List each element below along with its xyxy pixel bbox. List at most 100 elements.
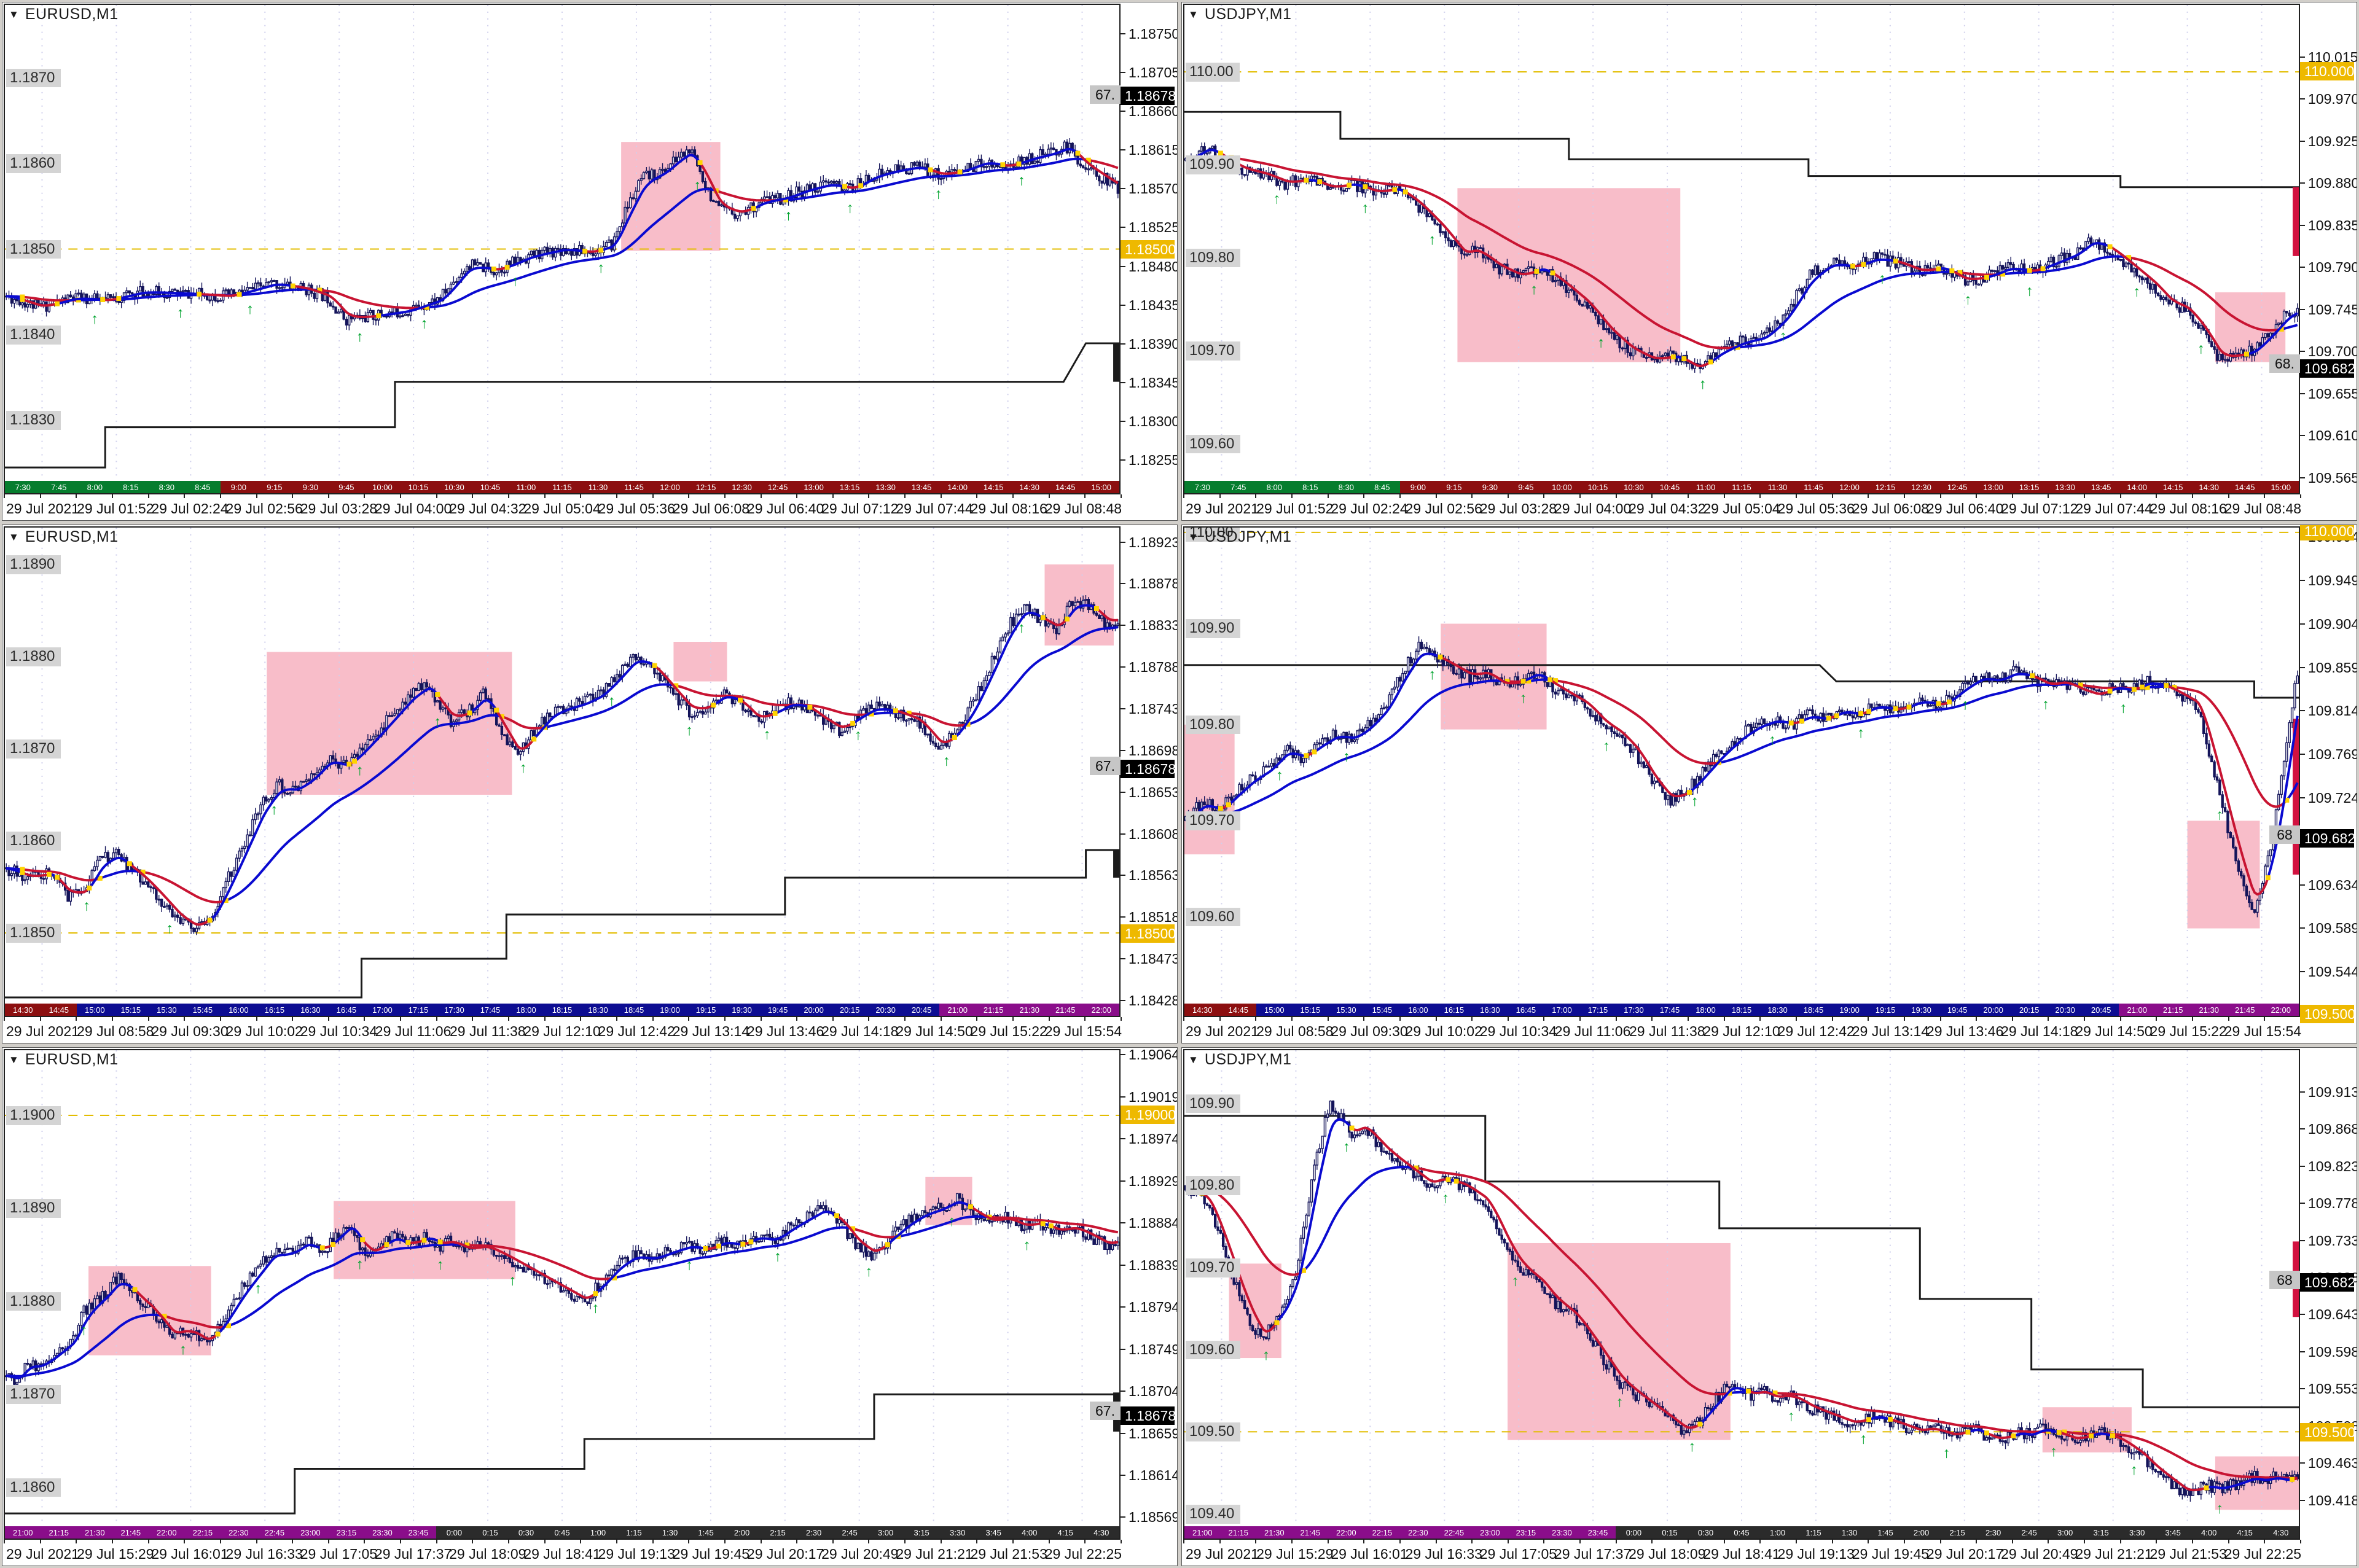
time-axis-label: 29 Jul 10:34 bbox=[300, 1023, 378, 1039]
axis-tick-mark bbox=[2300, 623, 2305, 625]
up-arrow-icon: ↑ bbox=[592, 1300, 600, 1317]
price-axis[interactable]: 1.18923 1.18878 1.18833 1.18788 1.18743 1.186… bbox=[1121, 526, 1177, 1017]
chart-title[interactable]: ▼ EURUSD,M1 bbox=[9, 528, 119, 546]
time-axis-label: 29 Jul 15:29 bbox=[77, 1546, 154, 1562]
dropdown-triangle-icon[interactable]: ▼ bbox=[9, 1054, 19, 1066]
ma-transition-dot bbox=[1936, 266, 1941, 271]
ma-transition-dot bbox=[582, 248, 588, 254]
time-axis-label: 29 Jul 04:32 bbox=[1629, 501, 1706, 517]
dropdown-triangle-icon[interactable]: ▼ bbox=[1188, 1054, 1199, 1066]
time-axis[interactable]: 29 Jul 2021 29 Jul 08:58 29 Jul 09:30 29 Ju… bbox=[4, 1017, 1122, 1042]
dropdown-triangle-icon[interactable]: ▼ bbox=[9, 9, 19, 20]
chart-title[interactable]: ▼ USDJPY,M1 bbox=[1188, 6, 1291, 23]
price-chart-canvas[interactable]: ↑ ↑ ↑ ↑ ↑ ↑ ↑ ↑ ↑ ↑ ↑ ↑ bbox=[5, 1050, 1119, 1539]
ribbon-segment: 8:00 bbox=[77, 481, 113, 493]
time-axis-tick bbox=[724, 1017, 726, 1021]
price-chart-canvas[interactable]: ↑ ↑ ↑ ↑ ↑ ↑ ↑ ↑ ↑ ↑ ↑ ↑ bbox=[5, 528, 1119, 1016]
dropdown-triangle-icon[interactable]: ▼ bbox=[1188, 9, 1199, 20]
ribbon-segment: 22:00 bbox=[149, 1526, 185, 1539]
price-axis[interactable]: 110.015 109.970 109.925 109.880 109.835 109.7… bbox=[2300, 4, 2357, 494]
ribbon-time-label: 9:30 bbox=[1482, 482, 1498, 492]
ribbon-segment: 9:30 bbox=[1472, 481, 1508, 493]
time-axis-tick bbox=[219, 494, 221, 498]
chart-panel-eurusd-1[interactable]: ▼ EURUSD,M1 ↑ ↑ ↑ ↑ ↑ ↑ ↑ ↑ ↑ ↑ ↑ ↑ 1.1870 1.1860 1.185… bbox=[2, 2, 1178, 521]
ma-transition-dot bbox=[405, 1240, 411, 1246]
chart-plot-area[interactable]: ↑ ↑ ↑ ↑ ↑ ↑ ↑ ↑ ↑ ↑ ↑ ↑ 1.1890 1.1880 1.1870 1.1860 1.18… bbox=[4, 526, 1121, 1017]
chart-panel-usdjpy-1[interactable]: ▼ USDJPY,M1 ↑ ↑ ↑ ↑ ↑ ↑ ↑ ↑ ↑ ↑ ↑ ↑ 110.00 109.90 109.8… bbox=[1181, 2, 2357, 521]
time-axis-tick bbox=[688, 1540, 690, 1543]
chart-panel-usdjpy-2[interactable]: ▼ USDJPY,M1 ↑ ↑ ↑ ↑ ↑ ↑ ↑ ↑ ↑ ↑ ↑ ↑ 110.00 109.90 109.8… bbox=[1181, 525, 2357, 1043]
chart-plot-area[interactable]: ↑ ↑ ↑ ↑ ↑ ↑ ↑ ↑ ↑ ↑ ↑ ↑ 110.00 109.90 109.80 109.70 109.… bbox=[1183, 4, 2300, 494]
chart-plot-area[interactable]: ↑ ↑ ↑ ↑ ↑ ↑ ↑ ↑ ↑ ↑ ↑ ↑ 110.00 109.90 109.80 109.70 109.… bbox=[1183, 526, 2300, 1017]
time-axis-tick bbox=[1831, 1017, 1833, 1021]
price-axis[interactable]: 1.18750 1.18705 1.18660 1.18615 1.18570 1.185… bbox=[1121, 4, 1178, 494]
ribbon-time-label: 13:45 bbox=[911, 482, 932, 492]
chart-cell: ▼ USDJPY,M1 ↑ ↑ ↑ ↑ ↑ ↑ ↑ ↑ ↑ ↑ ↑ ↑ 109.90 109.80 109.7… bbox=[1180, 1045, 2359, 1568]
ribbon-time-label: 20:30 bbox=[875, 1005, 896, 1015]
chart-panel-eurusd-2[interactable]: ▼ EURUSD,M1 ↑ ↑ ↑ ↑ ↑ ↑ ↑ ↑ ↑ ↑ ↑ ↑ 1.1890 1.1880 1.187… bbox=[2, 525, 1178, 1043]
ribbon-segment: 8:15 bbox=[112, 481, 149, 493]
chart-panel-eurusd-3[interactable]: ▼ EURUSD,M1 ↑ ↑ ↑ ↑ ↑ ↑ ↑ ↑ ↑ ↑ ↑ ↑ 1.1900 1.1890 1.188… bbox=[2, 1047, 1178, 1566]
axis-tick-label: 1.18704 bbox=[1129, 1383, 1178, 1400]
ribbon-segment: 23:15 bbox=[328, 1526, 365, 1539]
ribbon-segment: 4:30 bbox=[1083, 1526, 1119, 1539]
time-axis-tick bbox=[724, 1540, 726, 1543]
price-chart-canvas[interactable]: ↑ ↑ ↑ ↑ ↑ ↑ ↑ ↑ ↑ ↑ ↑ ↑ bbox=[5, 5, 1119, 493]
chart-title[interactable]: ▼ USDJPY,M1 bbox=[1188, 1051, 1291, 1069]
axis-tick-label: 109.733 bbox=[2308, 1232, 2357, 1249]
price-axis[interactable]: 109.994109.949109.904109.859109.814109.7… bbox=[2300, 525, 2357, 1024]
ribbon-time-label: 10:15 bbox=[1587, 482, 1608, 492]
ribbon-segment: 14:30 bbox=[1011, 481, 1047, 493]
ribbon-time-label: 21:45 bbox=[120, 1527, 141, 1537]
axis-tick-label: 1.18255 bbox=[1129, 451, 1178, 468]
ma-transition-dot bbox=[1317, 179, 1323, 184]
time-axis-tick bbox=[1507, 1540, 1509, 1543]
chart-title[interactable]: ▼ EURUSD,M1 bbox=[9, 1051, 119, 1069]
highlight-zone bbox=[1508, 1242, 1731, 1440]
time-axis-label: 29 Jul 08:58 bbox=[77, 1023, 154, 1039]
ribbon-segment: 15:15 bbox=[1292, 1004, 1329, 1016]
up-arrow-icon: ↑ bbox=[949, 1213, 956, 1230]
time-axis[interactable]: 29 Jul 2021 29 Jul 01:52 29 Jul 02:24 29 Ju… bbox=[1183, 494, 2301, 519]
ma-transition-dot bbox=[1526, 678, 1532, 684]
ribbon-time-label: 21:45 bbox=[2234, 1005, 2255, 1015]
chart-plot-area[interactable]: ↑ ↑ ↑ ↑ ↑ ↑ ↑ ↑ ↑ ↑ ↑ ↑ 1.1900 1.1890 1.1880 1.1870 1.18… bbox=[4, 1049, 1121, 1540]
ribbon-segment: 13:30 bbox=[2047, 481, 2083, 493]
ribbon-time-label: 23:00 bbox=[1480, 1527, 1500, 1537]
price-chart-canvas[interactable]: ↑ ↑ ↑ ↑ ↑ ↑ ↑ ↑ ↑ ↑ ↑ ↑ bbox=[1184, 528, 2299, 1016]
price-chart-canvas[interactable]: ↑ ↑ ↑ ↑ ↑ ↑ ↑ ↑ ↑ ↑ ↑ ↑ bbox=[1184, 1050, 2299, 1539]
ribbon-segment: 15:00 bbox=[1083, 481, 1119, 493]
time-axis[interactable]: 29 Jul 2021 29 Jul 15:29 29 Jul 16:01 29 Ju… bbox=[4, 1540, 1122, 1564]
chart-title[interactable]: ▼ EURUSD,M1 bbox=[9, 6, 119, 23]
dropdown-triangle-icon[interactable]: ▼ bbox=[1188, 531, 1199, 543]
ribbon-time-label: 16:15 bbox=[264, 1005, 285, 1015]
ma-transition-dot bbox=[464, 1242, 470, 1248]
price-axis[interactable]: 1.19064 1.19019 1.18974 1.18929 1.18884 1.188… bbox=[1121, 1048, 1178, 1540]
dropdown-triangle-icon[interactable]: ▼ bbox=[9, 531, 19, 543]
fast-ma-line bbox=[6, 147, 1119, 319]
chart-plot-area[interactable]: ↑ ↑ ↑ ↑ ↑ ↑ ↑ ↑ ↑ ↑ ↑ ↑ 1.1870 1.1860 1.1850 1.1840 1.18… bbox=[4, 4, 1121, 494]
up-arrow-icon: ↑ bbox=[1688, 1438, 1696, 1455]
chart-plot-area[interactable]: ↑ ↑ ↑ ↑ ↑ ↑ ↑ ↑ ↑ ↑ ↑ ↑ 109.90 109.80 109.70 109.60 109.… bbox=[1183, 1049, 2300, 1540]
time-axis-tick bbox=[1219, 1017, 1221, 1021]
chart-panel-usdjpy-3[interactable]: ▼ USDJPY,M1 ↑ ↑ ↑ ↑ ↑ ↑ ↑ ↑ ↑ ↑ ↑ ↑ 109.90 109.80 109.7… bbox=[1181, 1047, 2357, 1566]
time-grid-lines bbox=[41, 1050, 1083, 1539]
price-axis[interactable]: 109.913 109.868 109.823 109.778 109.733 109.6… bbox=[2300, 1049, 2357, 1540]
time-axis-tick bbox=[868, 1017, 870, 1021]
ribbon-segment: 16:30 bbox=[292, 1004, 329, 1016]
ma-transition-dot bbox=[2265, 875, 2271, 881]
ribbon-segment: 14:45 bbox=[1047, 481, 1084, 493]
ribbon-time-label: 16:00 bbox=[1408, 1005, 1428, 1015]
ribbon-segment: 10:15 bbox=[400, 481, 437, 493]
ribbon-segment: 3:45 bbox=[975, 1526, 1012, 1539]
ribbon-segment: 8:15 bbox=[1292, 481, 1329, 493]
ribbon-segment: 14:15 bbox=[975, 481, 1012, 493]
ribbon-segment: 9:00 bbox=[221, 481, 257, 493]
chart-title[interactable]: ▼ USDJPY,M1 bbox=[1188, 528, 1291, 546]
time-axis[interactable]: 29 Jul 2021 29 Jul 15:29 29 Jul 16:01 29 Ju… bbox=[1183, 1540, 2301, 1564]
time-axis[interactable]: 29 Jul 2021 29 Jul 08:58 29 Jul 09:30 29 Ju… bbox=[1183, 1017, 2301, 1042]
time-axis[interactable]: 29 Jul 2021 29 Jul 01:52 29 Jul 02:24 29 Ju… bbox=[4, 494, 1122, 519]
price-chart-canvas[interactable]: ↑ ↑ ↑ ↑ ↑ ↑ ↑ ↑ ↑ ↑ ↑ ↑ bbox=[1184, 5, 2299, 493]
time-axis-tick bbox=[1399, 494, 1401, 498]
ma-transition-dot bbox=[162, 1313, 167, 1319]
